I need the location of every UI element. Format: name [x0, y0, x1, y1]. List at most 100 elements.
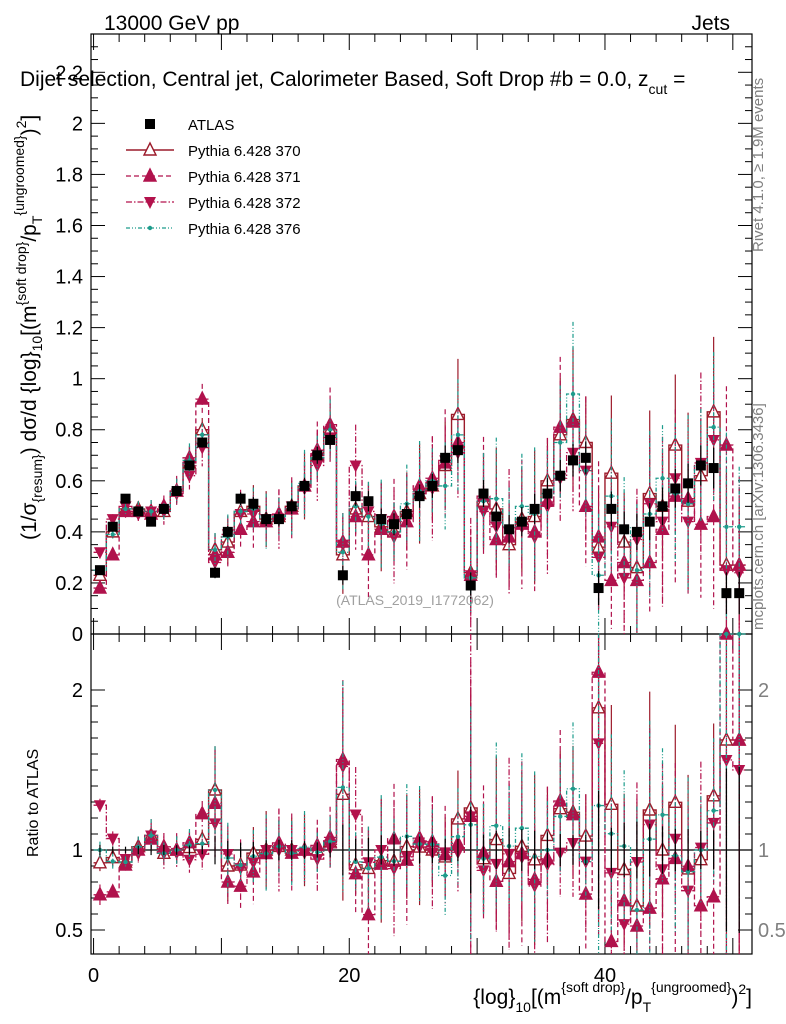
data-point-ratio: [220, 873, 235, 888]
legend-entry: Pythia 6.428 376: [126, 221, 301, 238]
data-point-main: [465, 580, 476, 591]
data-point-main: [719, 436, 734, 451]
rivet-label: Rivet 4.1.0, ≥ 1.9M events: [750, 78, 767, 252]
series-line-ratio: [93, 742, 746, 925]
data-point-main: [261, 514, 272, 525]
data-point-main: [494, 496, 499, 501]
data-point-main: [123, 506, 128, 512]
data-point-main: [171, 486, 182, 497]
data-point-main: [106, 514, 119, 527]
data-point-main: [363, 496, 374, 507]
legend: ATLAS Pythia 6.428 370 Pythia 6.428 371 Pyt…: [126, 117, 301, 238]
data-point-main: [337, 570, 348, 581]
data-point-main: [707, 434, 720, 447]
data-point-ratio: [327, 839, 333, 844]
data-point-main: [711, 424, 716, 430]
data-point-main: [348, 507, 363, 523]
data-point-main: [325, 434, 336, 445]
legend-marker: [144, 197, 156, 209]
y-tick-label-ratio-right: 1: [758, 840, 769, 862]
analysis-watermark: (ATLAS_2019_I1772062): [336, 592, 494, 608]
legend-entry: Pythia 6.428 370: [126, 141, 301, 160]
data-point-main: [146, 516, 157, 527]
jets-label: Jets: [691, 12, 730, 35]
plot-title: Dijet selection, Central jet, Calorimete…: [20, 68, 685, 97]
data-point-main: [529, 503, 540, 514]
legend-marker: [142, 141, 158, 156]
data-point-main: [273, 514, 284, 525]
x-axis-label: {log}10[(m{soft drop}/pT {ungroomed})2]: [473, 979, 752, 1015]
xlabel-softdrop: {soft drop}: [561, 979, 625, 995]
legend-label: Pythia 6.428 376: [188, 221, 301, 238]
data-point-main: [427, 480, 438, 491]
legend-label: Pythia 6.428 370: [188, 143, 301, 160]
data-point-main: [184, 460, 195, 471]
data-point-main: [299, 480, 310, 491]
data-point-main: [580, 452, 591, 463]
plot-title-main: Dijet selection, Central jet, Calorimete…: [20, 68, 649, 91]
ticks-layer: 0 0.2 0.4 0.6 0.8 1 1.2 1.4 1.6 1.8 2 2.2 0 20 40 0.5 0.…: [55, 33, 786, 987]
xlabel-T: T: [643, 999, 652, 1015]
data-point-ratio: [195, 805, 210, 820]
legend-entry: Pythia 6.428 371: [126, 167, 301, 186]
data-point-main: [519, 504, 525, 509]
data-point-ratio: [340, 785, 346, 790]
data-point-main: [92, 579, 108, 594]
xlabel-part-2: [(m: [531, 986, 561, 1009]
data-point-ratio: [528, 880, 541, 893]
xlabel-part-5: ]: [746, 986, 752, 1009]
series-line-ratio: [93, 633, 746, 911]
data-point-ratio: [605, 867, 618, 880]
data-point-ratio: [93, 800, 106, 813]
data-point-ratio: [553, 792, 568, 807]
data-point-main: [442, 483, 448, 489]
data-point-main: [568, 455, 579, 466]
legend-marker: [147, 225, 153, 231]
data-point-ratio: [634, 907, 640, 913]
data-point-ratio: [212, 787, 218, 793]
data-point-main: [286, 501, 297, 512]
data-point-main: [721, 588, 732, 599]
xlabel-10: 10: [515, 999, 531, 1015]
plot-title-cut: cut: [649, 81, 668, 97]
data-point-ratio: [724, 631, 729, 637]
ylabel-part-3: [(m: [18, 305, 41, 335]
data-point-main: [734, 588, 745, 599]
data-point-ratio: [110, 859, 115, 864]
data-point-main: [235, 493, 246, 504]
data-point-main: [312, 450, 323, 461]
ylabel-softdrop: {soft drop}: [13, 241, 29, 305]
y-tick-label-main: 2.2: [55, 62, 83, 84]
y-tick-label-ratio-right: 0.5: [758, 920, 786, 942]
data-point-main: [724, 524, 729, 529]
data-point-main: [238, 509, 243, 514]
data-point-main: [491, 511, 502, 522]
data-point-main: [478, 488, 489, 499]
y-tick-label-main: 0.4: [55, 522, 83, 544]
data-point-main: [110, 532, 115, 537]
y-tick-label-main: 1.8: [55, 164, 83, 186]
series-atlas: [94, 431, 745, 933]
xlabel-part-4: ): [731, 986, 738, 1009]
data-point-main: [107, 521, 118, 532]
data-point-ratio: [366, 866, 371, 871]
data-point-main: [327, 427, 333, 432]
data-point-ratio: [353, 859, 358, 865]
data-point-ratio: [92, 854, 108, 869]
data-point-ratio: [711, 808, 716, 813]
data-point-ratio: [123, 859, 128, 865]
data-point-main: [158, 503, 169, 514]
data-point-main: [248, 498, 259, 509]
data-point-main: [197, 437, 208, 448]
mcplots-label: mcplots.cern.ch [arXiv:1306.3436]: [750, 403, 767, 630]
data-point-main: [200, 432, 205, 438]
data-point-main: [376, 514, 387, 525]
data-point-ratio: [618, 919, 631, 932]
data-point-main: [708, 463, 719, 474]
data-point-main: [414, 491, 425, 502]
data-point-main: [644, 516, 655, 527]
plot-title-tail: =: [667, 68, 685, 91]
x-tick-label: 40: [594, 965, 616, 987]
data-point-main: [619, 524, 630, 535]
data-point-main: [148, 509, 154, 514]
